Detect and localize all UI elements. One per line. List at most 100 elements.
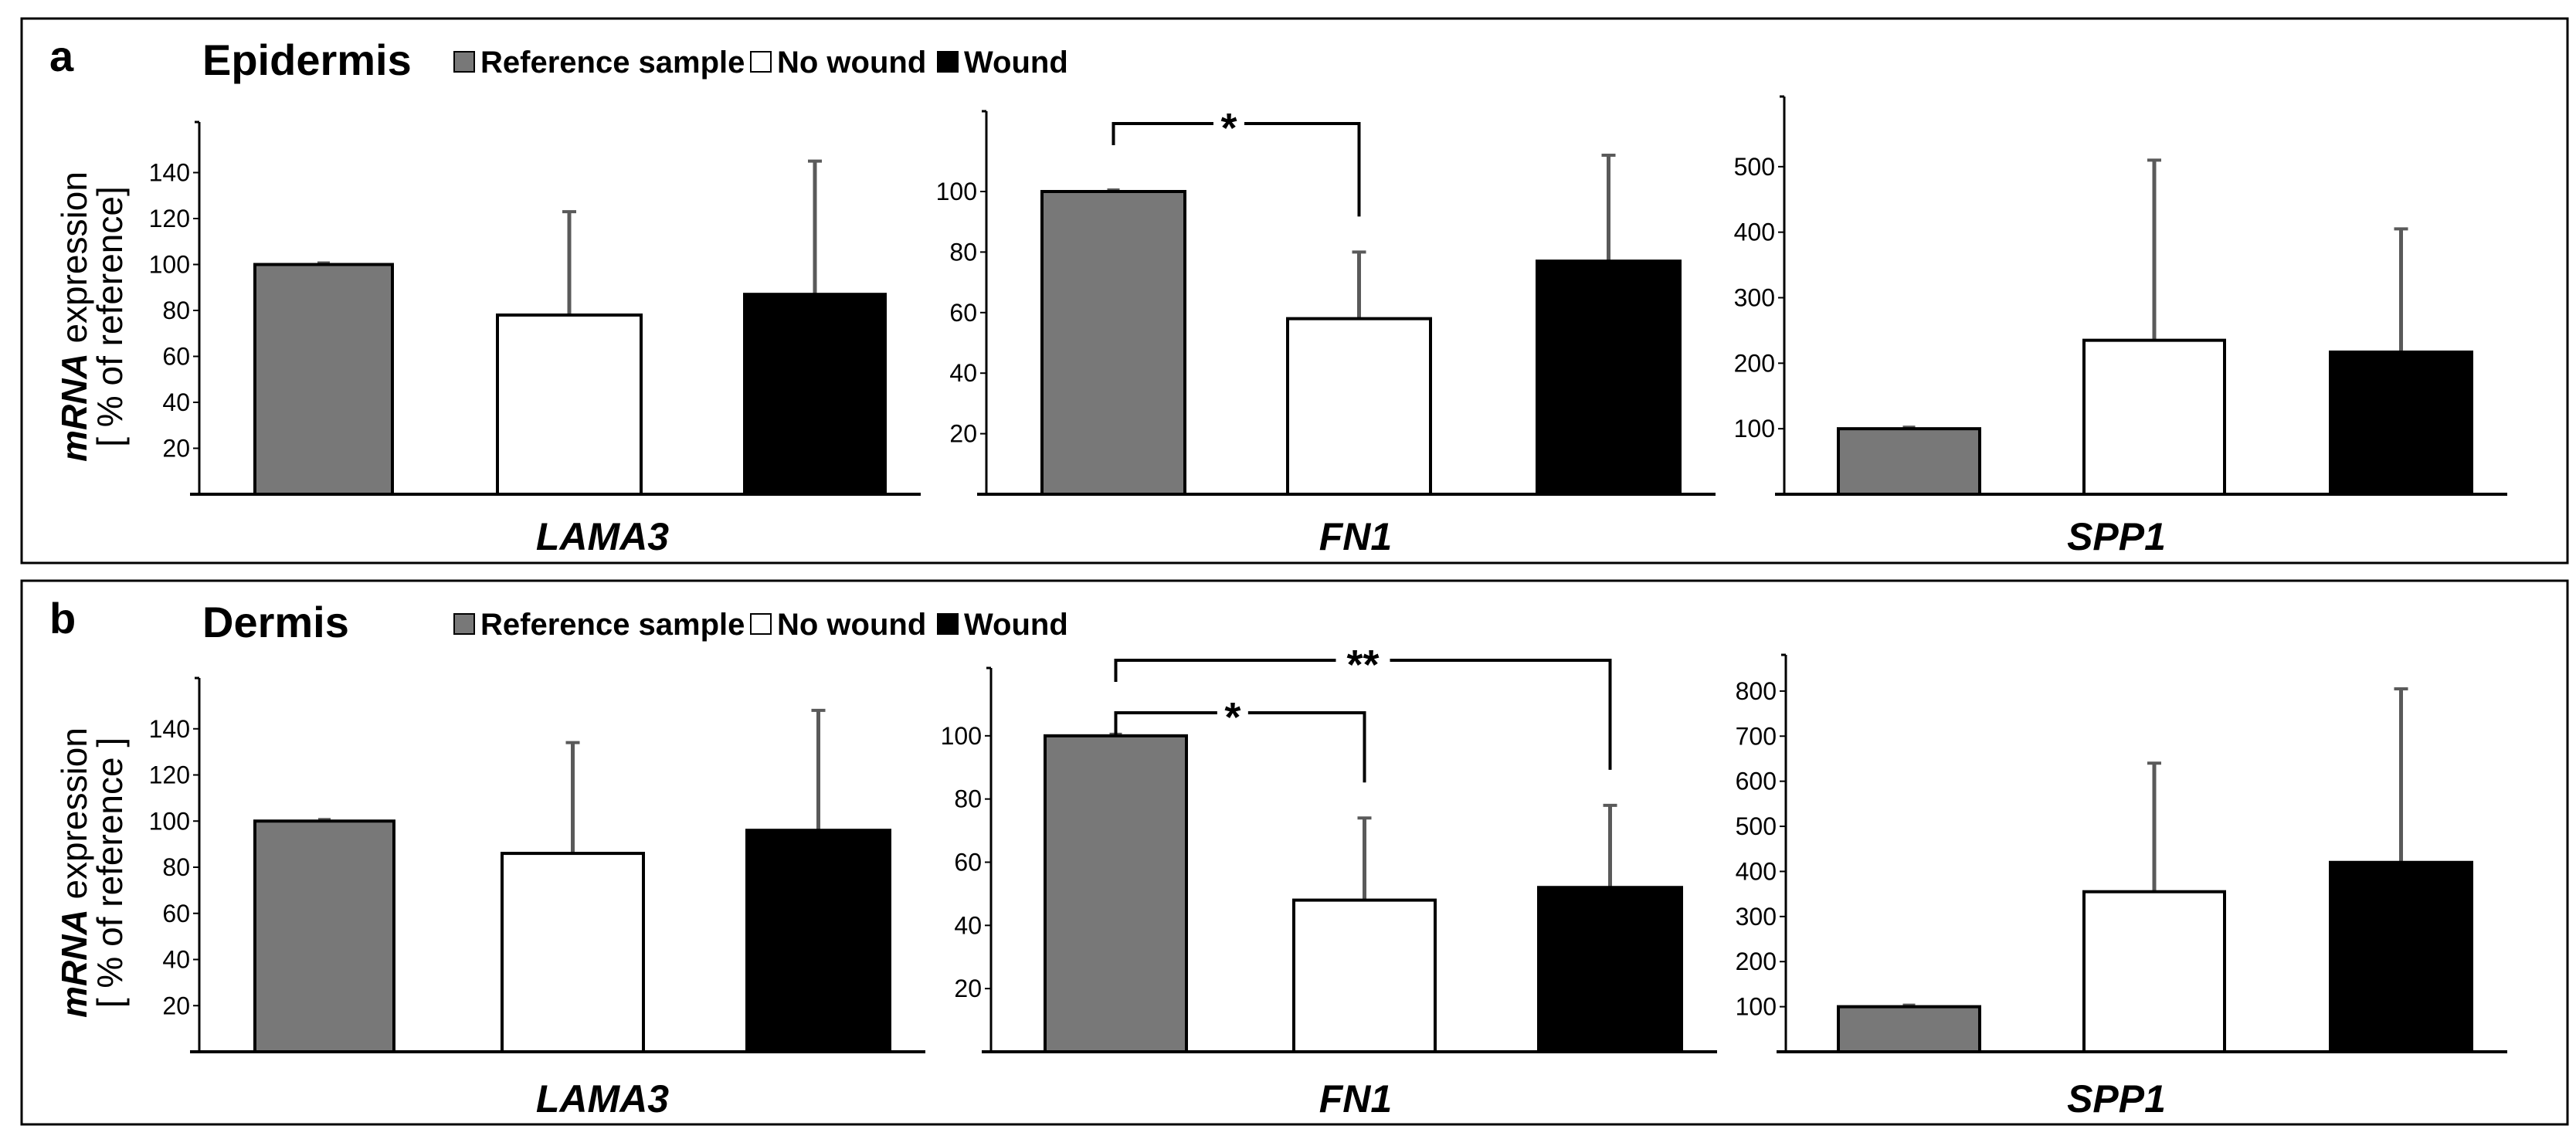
bar-nowound <box>2082 890 2226 1053</box>
bar-reference <box>1040 190 1186 496</box>
y-tick-label: 120 <box>149 205 190 232</box>
y-tick-label: 40 <box>954 911 982 939</box>
panel-a-ylabel-line2: [ % of reference] <box>90 186 130 447</box>
y-tick-label: 500 <box>1736 812 1777 840</box>
legend-nowound-label: No wound <box>777 46 926 80</box>
panel-b-frame <box>20 579 2569 1126</box>
y-tick-label: 500 <box>1734 153 1775 181</box>
y-tick-label: 400 <box>1734 219 1775 246</box>
significance-gap <box>1213 119 1244 128</box>
legend-wound-swatch <box>937 51 959 73</box>
bar-wound <box>743 293 887 496</box>
ylabel-rest: expression <box>54 171 94 353</box>
legend-nowound-swatch <box>750 613 772 635</box>
gene-label: SPP1 <box>2067 515 2166 558</box>
panel-b-title: Dermis <box>202 598 349 646</box>
y-tick-label: 400 <box>1736 857 1777 885</box>
bar-wound <box>1537 886 1683 1053</box>
y-tick-label: 40 <box>949 359 977 387</box>
y-tick-label: 40 <box>162 388 190 416</box>
bar-reference <box>253 819 395 1053</box>
panel-a-title: Epidermis <box>202 36 412 84</box>
chart-b-spp1: 100 200 300 400 500 600 700 800 SPP1 <box>1736 653 2507 1121</box>
panel-b-ylabel-line2: [ % of reference ] <box>90 737 130 1008</box>
legend-reference-swatch <box>453 613 475 635</box>
y-tick-label: 20 <box>162 435 190 463</box>
panel-b: b Dermis Reference sample No wound Wound… <box>20 579 2569 1126</box>
legend-nowound-swatch <box>750 51 772 73</box>
bar-reference <box>1837 1005 1981 1054</box>
bar-nowound <box>496 313 643 497</box>
gene-label: FN1 <box>1319 515 1392 558</box>
bar-wound <box>2329 860 2473 1054</box>
significance-label: ** <box>1346 642 1379 688</box>
significance-gap <box>1217 708 1248 717</box>
y-tick-label: 100 <box>149 807 190 835</box>
y-tick-label: 20 <box>954 975 982 1002</box>
significance-label: * <box>1220 105 1237 151</box>
y-tick-label: 60 <box>954 849 982 876</box>
y-tick-label: 100 <box>149 251 190 279</box>
ylabel-italic: mRNA <box>54 353 94 462</box>
gene-label: LAMA3 <box>536 515 669 558</box>
y-tick-label: 80 <box>949 238 977 266</box>
y-tick-label: 60 <box>949 299 977 327</box>
y-tick-label: 80 <box>162 853 190 881</box>
panel-a-legend: Reference sample No wound Wound <box>453 46 1068 80</box>
legend-wound-label: Wound <box>964 608 1068 642</box>
y-tick-label: 80 <box>954 785 982 813</box>
bar-reference <box>1837 427 1981 497</box>
y-tick-label: 800 <box>1736 677 1777 705</box>
y-tick-label: 140 <box>149 159 190 187</box>
panel-a-frame <box>20 17 2569 565</box>
y-tick-label: 80 <box>162 297 190 324</box>
y-tick-label: 100 <box>1734 415 1775 442</box>
bar-nowound <box>501 852 645 1053</box>
y-tick-label: 200 <box>1734 349 1775 377</box>
bar-wound <box>745 829 891 1053</box>
y-tick-label: 20 <box>949 420 977 448</box>
panel-b-legend: Reference sample No wound Wound <box>453 608 1068 642</box>
bar-nowound <box>1286 317 1432 497</box>
bar-nowound <box>1292 898 1437 1053</box>
y-tick-label: 20 <box>162 992 190 1019</box>
bar-reference <box>253 263 394 496</box>
y-tick-label: 200 <box>1736 948 1777 975</box>
panel-a-ylabel-line1: mRNA expression <box>54 171 94 462</box>
chart-a-spp1: 100 200 300 400 500 SPP1 <box>1734 95 2507 558</box>
legend-wound-label: Wound <box>964 46 1068 80</box>
y-tick-label: 100 <box>941 722 982 750</box>
gene-label: LAMA3 <box>536 1077 669 1121</box>
gene-label: FN1 <box>1319 1077 1392 1121</box>
y-tick-label: 700 <box>1736 722 1777 750</box>
y-tick-label: 100 <box>936 178 977 205</box>
y-tick-label: 600 <box>1736 768 1777 795</box>
bar-nowound <box>2082 338 2226 496</box>
panel-b-letter: b <box>49 594 76 643</box>
y-tick-label: 140 <box>149 715 190 743</box>
y-tick-label: 300 <box>1736 903 1777 931</box>
y-tick-label: 60 <box>162 900 190 927</box>
y-tick-label: 40 <box>162 946 190 974</box>
ylabel-italic: mRNA <box>54 909 94 1018</box>
y-tick-label: 60 <box>162 343 190 371</box>
y-tick-label: 300 <box>1734 284 1775 312</box>
ylabel-rest: expression <box>54 727 94 909</box>
gene-label: SPP1 <box>2067 1077 2166 1121</box>
legend-nowound-label: No wound <box>777 608 926 642</box>
y-tick-label: 100 <box>1736 993 1777 1021</box>
chart-b-lama3: 20 40 60 80 100 120 140 LAMA3 <box>149 676 925 1121</box>
panel-a: a Epidermis Reference sample No wound Wo… <box>20 17 2569 565</box>
bar-reference <box>1044 734 1188 1053</box>
significance-gap <box>1336 656 1390 665</box>
legend-reference-label: Reference sample <box>480 46 745 80</box>
panel-a-letter: a <box>49 32 74 80</box>
chart-a-fn1: 20 40 60 80 100 * FN1 <box>936 105 1716 558</box>
panel-b-ylabel-line1: mRNA expression <box>54 727 94 1018</box>
legend-wound-swatch <box>937 613 959 635</box>
bar-wound <box>1536 259 1682 496</box>
significance-label: * <box>1224 694 1240 741</box>
bar-wound <box>2329 350 2473 496</box>
